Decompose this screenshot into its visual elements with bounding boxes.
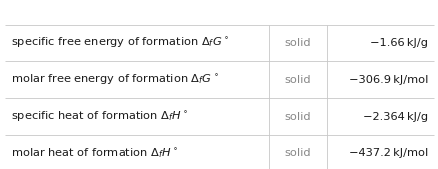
Text: specific heat of formation $\Delta_f H^\circ$: specific heat of formation $\Delta_f H^\… bbox=[11, 110, 187, 124]
Text: solid: solid bbox=[284, 75, 310, 85]
Text: solid: solid bbox=[284, 112, 310, 122]
Text: solid: solid bbox=[284, 38, 310, 48]
Text: solid: solid bbox=[284, 148, 310, 159]
Text: molar heat of formation $\Delta_f H^\circ$: molar heat of formation $\Delta_f H^\cir… bbox=[11, 147, 177, 160]
Text: molar free energy of formation $\Delta_f G^\circ$: molar free energy of formation $\Delta_f… bbox=[11, 73, 218, 87]
Text: −437.2 kJ/mol: −437.2 kJ/mol bbox=[348, 148, 427, 159]
Text: specific free energy of formation $\Delta_f G^\circ$: specific free energy of formation $\Delt… bbox=[11, 36, 228, 50]
Text: −1.66 kJ/g: −1.66 kJ/g bbox=[370, 38, 427, 48]
Text: −2.364 kJ/g: −2.364 kJ/g bbox=[363, 112, 427, 122]
Text: −306.9 kJ/mol: −306.9 kJ/mol bbox=[348, 75, 427, 85]
